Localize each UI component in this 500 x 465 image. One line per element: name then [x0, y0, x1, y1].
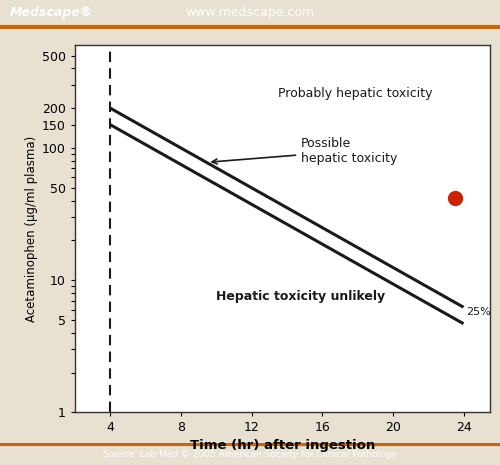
X-axis label: Time (hr) after ingestion: Time (hr) after ingestion [190, 438, 375, 452]
Text: Possible
hepatic toxicity: Possible hepatic toxicity [212, 137, 398, 165]
Text: Medscape®: Medscape® [10, 7, 93, 20]
Text: Probably hepatic toxicity: Probably hepatic toxicity [278, 87, 432, 100]
Text: Source: Lab Med © 2005 American Society for Clinical Pathology: Source: Lab Med © 2005 American Society … [103, 451, 397, 459]
Text: www.medscape.com: www.medscape.com [186, 7, 314, 20]
Text: Hepatic toxicity unlikely: Hepatic toxicity unlikely [216, 290, 386, 303]
Text: 25%: 25% [466, 306, 491, 317]
Y-axis label: Acetaminophen (µg/ml plasma): Acetaminophen (µg/ml plasma) [25, 136, 38, 322]
